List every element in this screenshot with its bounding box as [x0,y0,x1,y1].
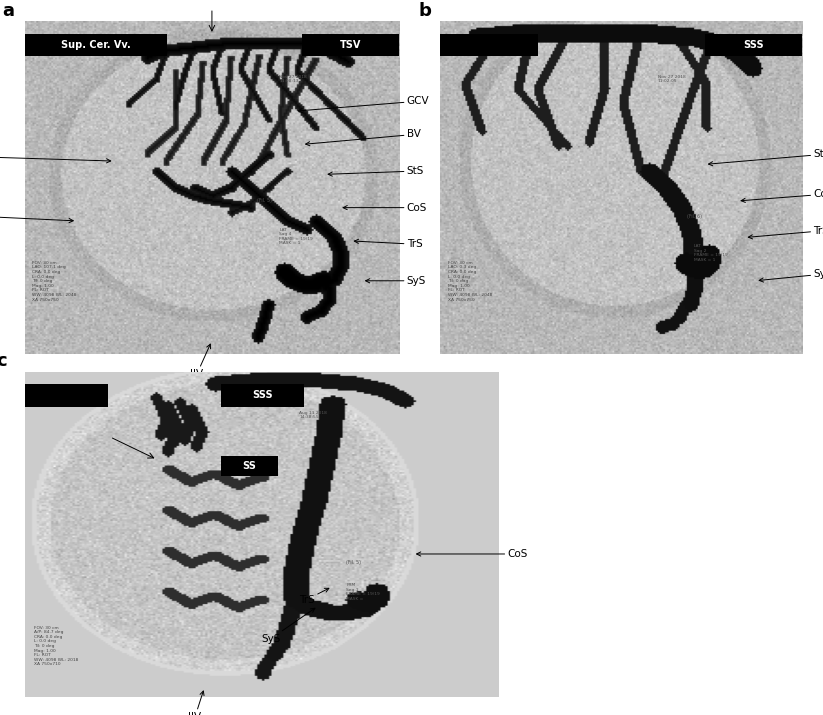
Text: Nov 27 2018
11:08:13: Nov 27 2018 11:08:13 [279,74,307,83]
Bar [704,34,802,56]
Text: SSS: SSS [252,390,272,400]
Text: c: c [0,352,7,370]
Text: ISS: ISS [34,385,50,395]
Text: CoS: CoS [343,202,427,212]
Text: a: a [2,1,14,19]
Text: GCV: GCV [298,97,430,113]
Text: SSS: SSS [743,40,764,50]
Text: Labbe': Labbe' [0,149,111,163]
Text: SyS: SyS [365,276,426,286]
Bar [221,384,304,407]
Text: FOV: 30 cm
A/P: 84.7 deg
CRA: 0.0 deg
L: 0.0 deg
Til: 0 deg
Mag: 1.00
FL: ROT
WW: FOV: 30 cm A/P: 84.7 deg CRA: 0.0 deg L:… [34,626,78,666]
Text: FOV: 30 cm
LAO: 0.3 deg
CRA: 0.0 deg
L: 0.0 deg
Til: 0 dag
Mag: 1.00
FL: ROT
WW:: FOV: 30 cm LAO: 0.3 deg CRA: 0.0 deg L: … [448,261,492,302]
Text: Aug 11 2018
14:38:55: Aug 11 2018 14:38:55 [299,411,327,420]
Text: CoS: CoS [741,189,823,202]
Text: StS: StS [328,166,424,176]
Text: (Fil. 5): (Fil. 5) [346,561,361,566]
Bar [221,455,278,476]
Text: TrS: TrS [299,588,329,604]
Text: Sup. Cer. Vv.: Sup. Cer. Vv. [61,40,131,50]
Text: SyS: SyS [759,269,823,282]
Text: TrS: TrS [748,226,823,239]
Text: CavS: CavS [0,209,73,222]
Text: LAT
Sag 4
FRAME = 19/19
MASK = 1: LAT Sag 4 FRAME = 19/19 MASK = 1 [279,227,313,245]
Bar [25,34,167,56]
Text: SSS: SSS [202,0,222,1]
Text: CoS: CoS [416,549,528,559]
Bar [25,384,108,407]
Text: TSV: TSV [340,40,361,50]
Bar [302,34,399,56]
Text: LAT
Sag 2
FRAME = 19/19
MASK = 1: LAT Sag 2 FRAME = 19/19 MASK = 1 [694,245,728,262]
Text: IJV: IJV [190,344,211,379]
Text: (Fil. 6): (Fil. 6) [686,214,701,220]
Text: TrS: TrS [355,240,422,250]
Text: FOV: 30 cm
LAO: 107.1 deg
CRA: 0.0 deg
L: 0.0 deg
Til: 0 deg
Mag: 1.00
FL: ROT
W: FOV: 30 cm LAO: 107.1 deg CRA: 0.0 deg L… [32,261,77,302]
Text: Nov 27 2018
11:02:05: Nov 27 2018 11:02:05 [658,74,686,83]
Text: StS: StS [709,149,823,166]
Text: SS: SS [243,461,257,470]
Text: FRM
Seg 1
FRAME = 19/19
MASK =: FRM Seg 1 FRAME = 19/19 MASK = [346,583,380,601]
Text: SyS: SyS [262,608,315,644]
Text: BV: BV [305,129,421,146]
Bar [440,34,538,56]
Text: b: b [419,1,431,19]
Text: (Fil. 5): (Fil. 5) [257,197,272,202]
Text: IJV: IJV [188,691,204,715]
